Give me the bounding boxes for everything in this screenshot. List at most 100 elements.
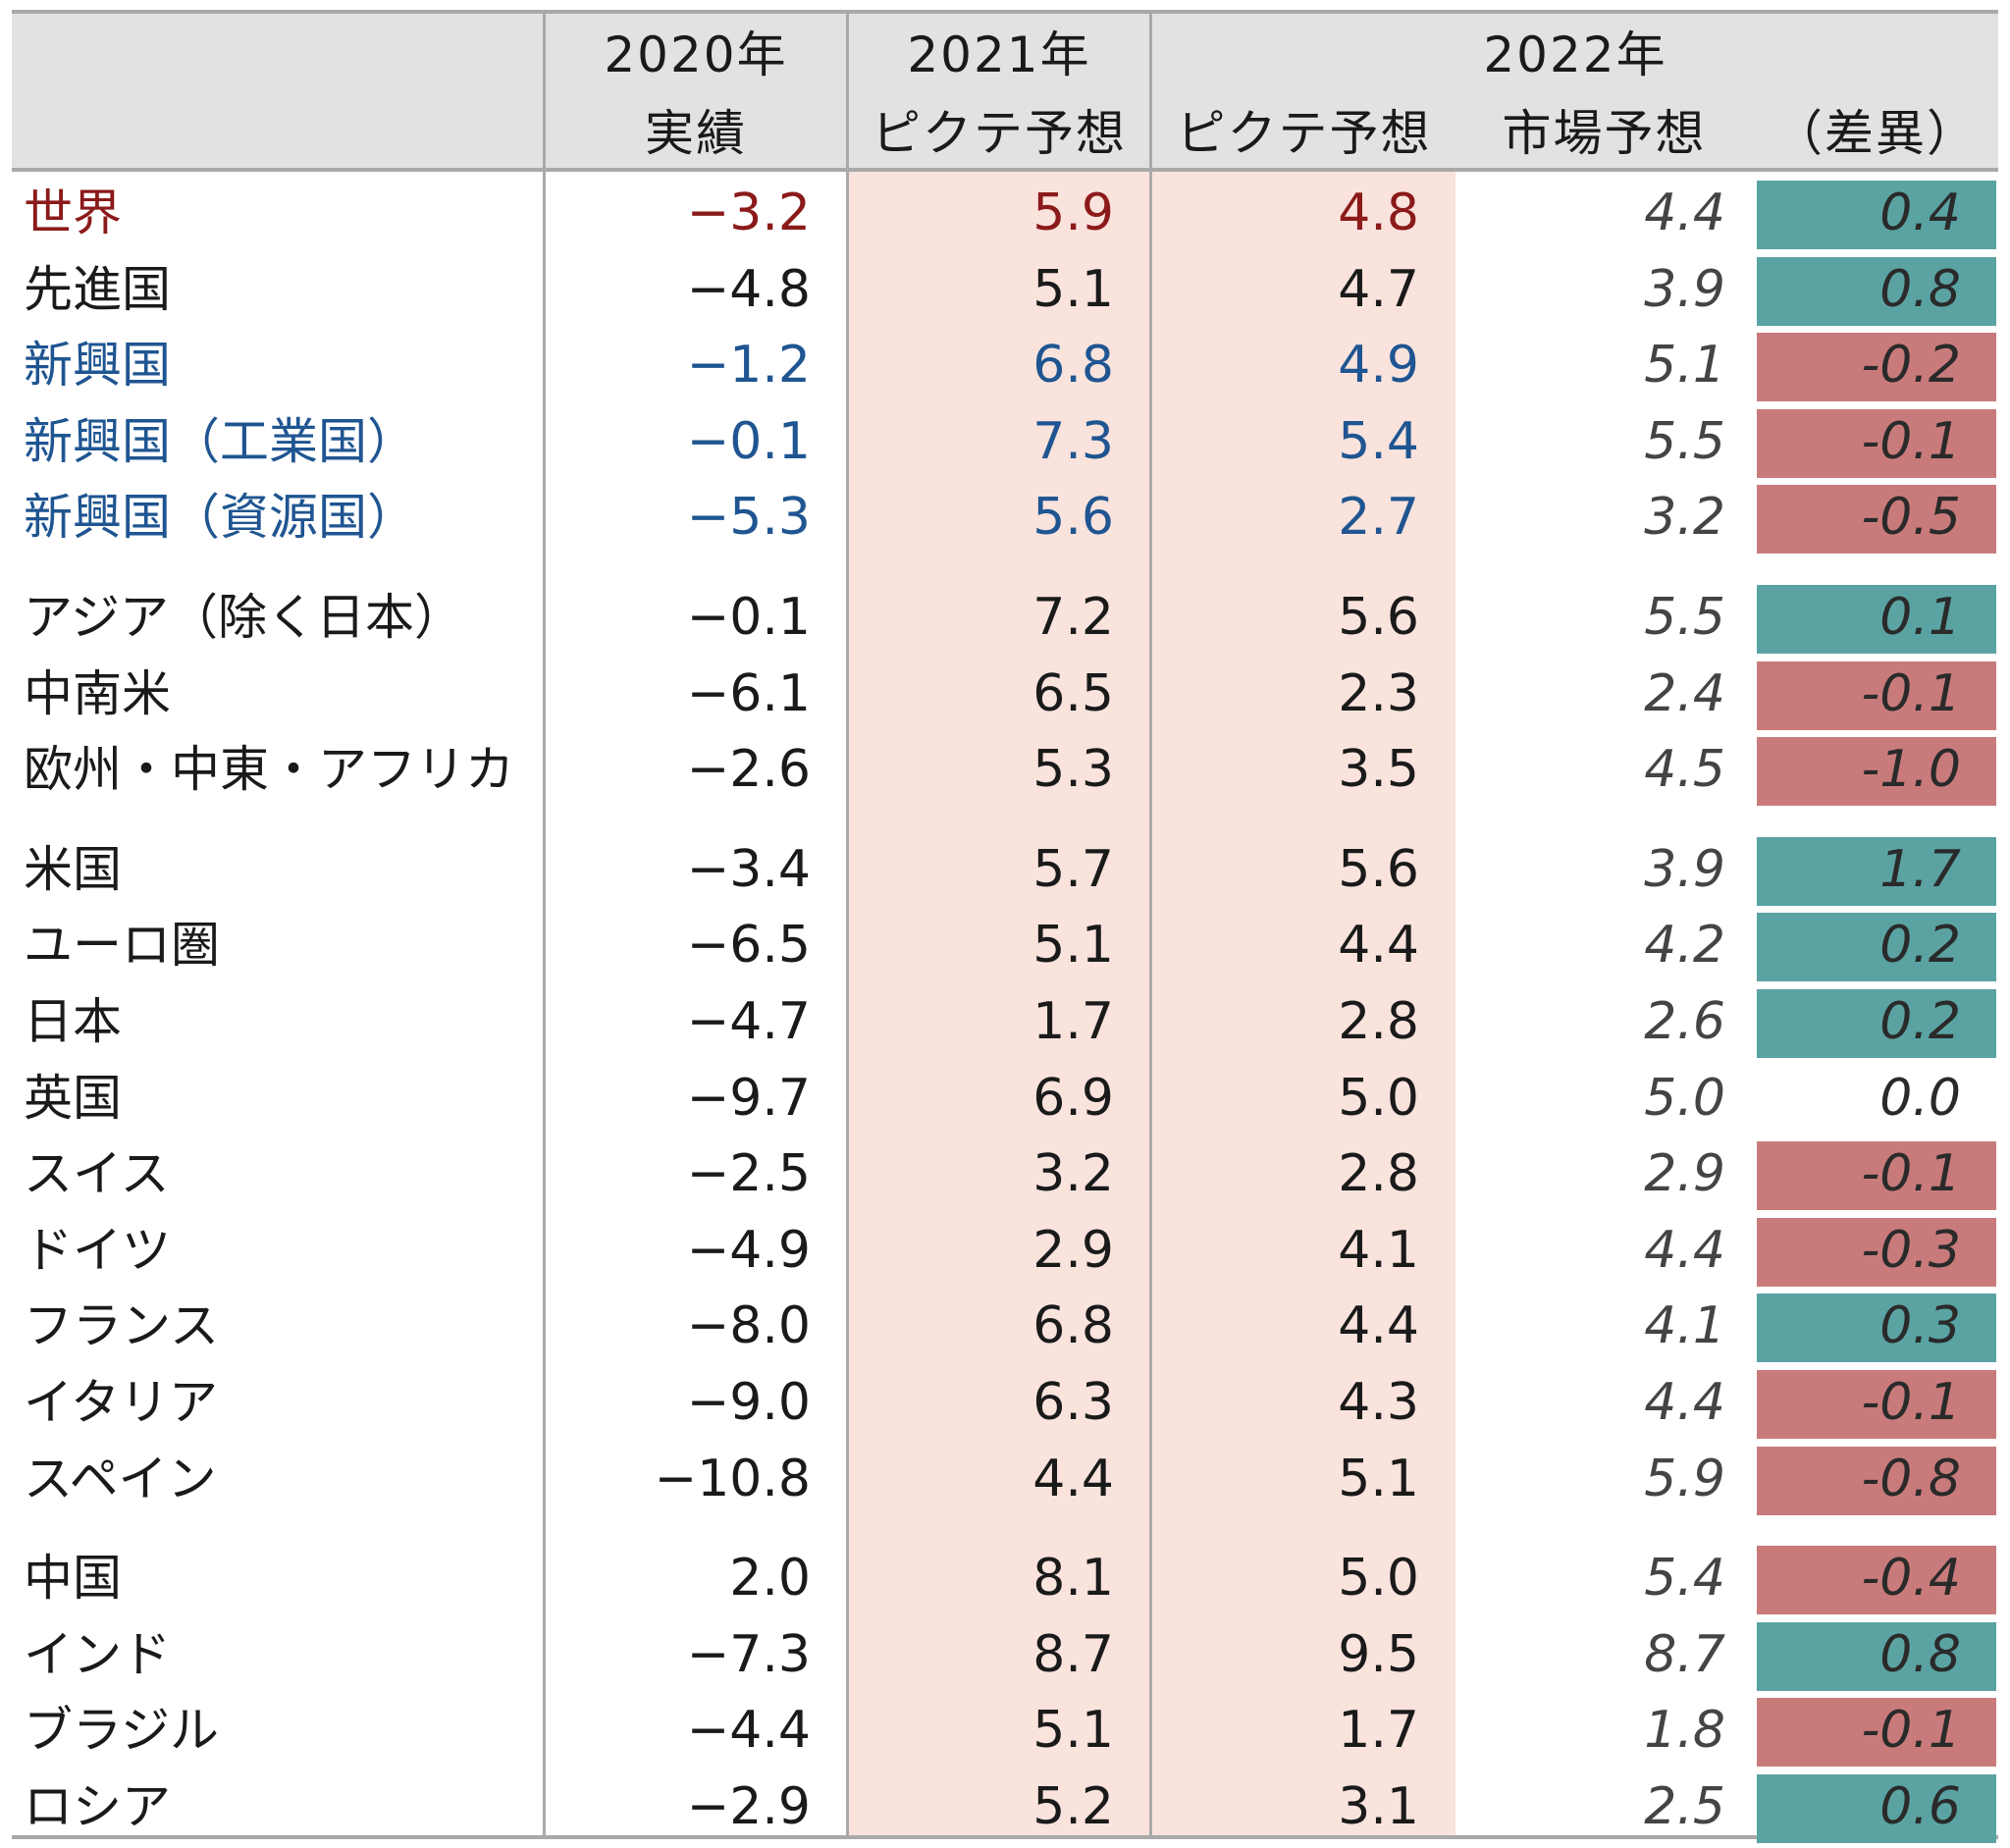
value-2022-diff: -0.2 (1861, 336, 1961, 395)
value-2022-diff: 0.6 (1879, 1777, 1961, 1836)
value-2022-pictet: 2.3 (1338, 664, 1419, 723)
header-2022-year: 2022年 (1483, 26, 1667, 83)
value-2020-actual: −6.1 (686, 664, 811, 723)
value-2020-actual: −4.7 (686, 992, 811, 1051)
row-label: 新興国（工業国） (24, 413, 416, 470)
value-2021-pictet: 6.9 (1032, 1069, 1114, 1128)
value-2022-market: 3.9 (1644, 840, 1725, 899)
value-2020-actual: −6.5 (686, 916, 811, 975)
highlight-column-2021 (849, 172, 1149, 1835)
value-2022-pictet: 4.3 (1338, 1373, 1419, 1432)
value-2022-market: 5.9 (1644, 1450, 1725, 1508)
value-2022-diff: -0.3 (1861, 1221, 1961, 1280)
value-2022-market: 5.1 (1644, 336, 1725, 395)
value-2022-pictet: 2.8 (1338, 1144, 1419, 1203)
value-2022-market: 4.1 (1644, 1296, 1725, 1355)
value-2022-pictet: 9.5 (1338, 1625, 1419, 1684)
diff-cell: -0.1 (1757, 661, 1996, 730)
value-2020-actual: −2.6 (686, 740, 811, 799)
value-2022-diff: 0.1 (1879, 588, 1961, 647)
value-2022-diff: -0.1 (1861, 1144, 1961, 1203)
value-2022-diff: -0.4 (1861, 1549, 1961, 1608)
value-2022-market: 5.0 (1644, 1069, 1725, 1128)
diff-cell: -0.8 (1757, 1447, 1996, 1515)
diff-cell: 0.8 (1757, 257, 1996, 326)
value-2021-pictet: 8.7 (1032, 1625, 1114, 1684)
value-2021-pictet: 7.3 (1032, 412, 1114, 471)
value-2022-market: 4.4 (1644, 1221, 1725, 1280)
row-label: 中南米 (24, 665, 171, 722)
diff-cell: 0.3 (1757, 1294, 1996, 1362)
value-2022-pictet: 5.0 (1338, 1069, 1419, 1128)
value-2020-actual: −4.8 (686, 260, 811, 319)
row-label: イタリア (24, 1374, 218, 1431)
value-2022-pictet: 2.8 (1338, 992, 1419, 1051)
diff-cell: 0.6 (1757, 1774, 1996, 1843)
column-divider-1 (543, 10, 546, 1839)
value-2021-pictet: 8.1 (1032, 1549, 1114, 1608)
header-2021-year: 2021年 (907, 26, 1091, 83)
diff-cell: 0.1 (1757, 585, 1996, 654)
value-2022-market: 5.5 (1644, 412, 1725, 471)
value-2022-market: 2.5 (1644, 1777, 1725, 1836)
value-2022-market: 5.4 (1644, 1549, 1725, 1608)
value-2020-actual: −1.2 (686, 336, 811, 395)
header-bottom-border (12, 168, 1998, 172)
value-2022-pictet: 4.4 (1338, 1296, 1419, 1355)
header-2020-sub: 実績 (645, 105, 747, 162)
value-2022-market: 5.5 (1644, 588, 1725, 647)
value-2020-actual: −7.3 (686, 1625, 811, 1684)
value-2022-diff: 0.8 (1879, 1625, 1961, 1684)
diff-cell: -1.0 (1757, 737, 1996, 806)
diff-cell: 0.2 (1757, 989, 1996, 1058)
value-2022-market: 4.2 (1644, 916, 1725, 975)
value-2020-actual: −3.2 (686, 184, 811, 242)
value-2021-pictet: 6.8 (1032, 1296, 1114, 1355)
diff-cell: -0.1 (1757, 1370, 1996, 1439)
value-2022-pictet: 1.7 (1338, 1701, 1419, 1760)
row-label: ユーロ圏 (24, 917, 220, 974)
value-2022-market: 2.9 (1644, 1144, 1725, 1203)
diff-cell: -0.5 (1757, 485, 1996, 554)
value-2022-market: 2.6 (1644, 992, 1725, 1051)
value-2021-pictet: 2.9 (1032, 1221, 1114, 1280)
value-2021-pictet: 5.2 (1032, 1777, 1114, 1836)
value-2022-diff: 1.7 (1879, 840, 1961, 899)
value-2020-actual: −9.0 (686, 1373, 811, 1432)
value-2021-pictet: 3.2 (1032, 1144, 1114, 1203)
value-2022-pictet: 4.9 (1338, 336, 1419, 395)
row-label: 日本 (24, 993, 122, 1050)
row-label: ロシア (24, 1778, 171, 1835)
row-label: 新興国 (24, 337, 171, 394)
value-2022-diff: -1.0 (1861, 740, 1961, 799)
value-2020-actual: −10.8 (654, 1450, 811, 1508)
column-divider-2 (846, 10, 849, 1839)
value-2021-pictet: 5.6 (1032, 488, 1114, 547)
value-2020-actual: −3.4 (686, 840, 811, 899)
value-2022-market: 4.4 (1644, 1373, 1725, 1432)
header-2020-year: 2020年 (604, 26, 788, 83)
diff-cell: -0.2 (1757, 333, 1996, 401)
value-2022-diff: -0.5 (1861, 488, 1961, 547)
value-2021-pictet: 5.1 (1032, 916, 1114, 975)
header-2021-sub: ピクテ予想 (872, 105, 1127, 162)
value-2022-pictet: 4.7 (1338, 260, 1419, 319)
value-2022-market: 4.5 (1644, 740, 1725, 799)
value-2022-market: 1.8 (1644, 1701, 1725, 1760)
value-2021-pictet: 4.4 (1032, 1450, 1114, 1508)
row-label: 先進国 (24, 261, 171, 318)
value-2020-actual: −0.1 (686, 588, 811, 647)
value-2022-pictet: 5.6 (1338, 840, 1419, 899)
row-label: 中国 (24, 1550, 122, 1607)
value-2022-market: 2.4 (1644, 664, 1725, 723)
diff-cell: 0.2 (1757, 913, 1996, 981)
diff-cell: 1.7 (1757, 837, 1996, 906)
value-2022-diff: 0.2 (1879, 992, 1961, 1051)
value-2022-diff: -0.1 (1861, 412, 1961, 471)
diff-cell: -0.1 (1757, 1141, 1996, 1210)
row-label: スイス (24, 1145, 170, 1202)
header-2022-pictet: ピクテ予想 (1176, 105, 1432, 162)
diff-cell: 0.4 (1757, 181, 1996, 249)
row-label: スペイン (24, 1451, 217, 1507)
